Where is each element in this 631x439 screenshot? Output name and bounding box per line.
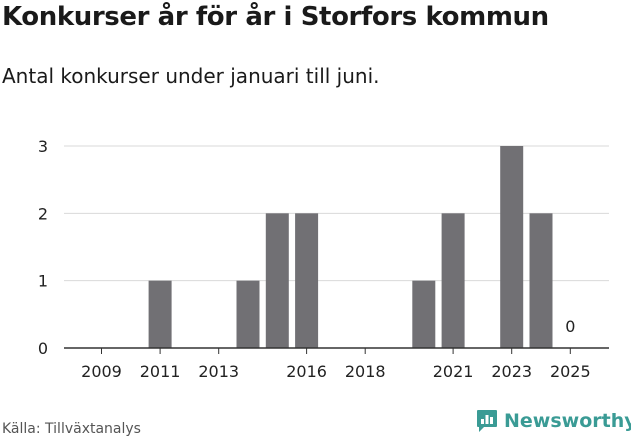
bar-2016: [295, 213, 319, 348]
bar-2014: [236, 280, 260, 348]
x-tick-label: 2023: [491, 362, 532, 381]
brand-name: Newsworthy: [504, 410, 631, 432]
x-tick-label: 2018: [345, 362, 386, 381]
bar-2020: [412, 280, 436, 348]
chart-subtitle: Antal konkurser under januari till juni.: [2, 64, 380, 88]
source-note: Källa: Tillväxtanalys: [2, 421, 141, 437]
brand-logo: Newsworthy: [476, 409, 631, 433]
x-tick-label: 2025: [550, 362, 591, 381]
chart-title: Konkurser år för år i Storfors kommun: [2, 2, 549, 32]
bar-2021: [441, 213, 465, 348]
bar-2023: [500, 146, 524, 348]
newsworthy-logo-icon: [477, 410, 497, 432]
y-tick-label: 3: [38, 137, 48, 156]
data-label: 0: [565, 317, 575, 336]
bar-2024: [529, 213, 553, 348]
x-tick-label: 2013: [198, 362, 239, 381]
x-tick-label: 2021: [433, 362, 474, 381]
x-tick-label: 2009: [81, 362, 122, 381]
y-tick-label: 1: [38, 272, 48, 291]
x-tick-label: 2016: [286, 362, 327, 381]
bar-2011: [148, 280, 172, 348]
y-tick-label: 0: [38, 339, 48, 358]
y-tick-label: 2: [38, 204, 48, 223]
bar-2015: [265, 213, 289, 348]
bar-chart: 0 1 2 3 2009 2011 2013 2016 2018 2021 2023 2025 0: [38, 137, 609, 381]
x-tick-label: 2011: [140, 362, 181, 381]
